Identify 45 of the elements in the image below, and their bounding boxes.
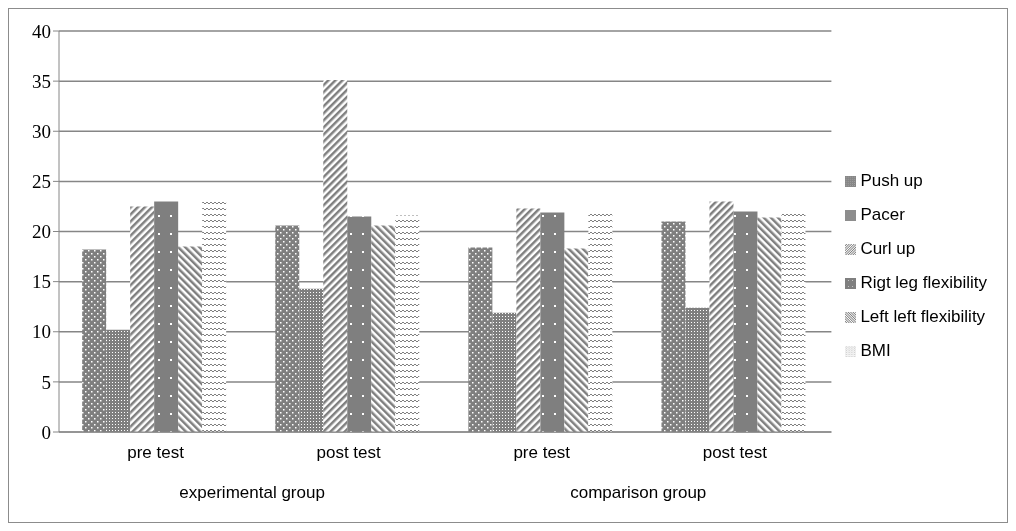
- bar: [275, 225, 300, 432]
- bar: [516, 208, 541, 432]
- bar: [130, 206, 155, 432]
- y-tick-label: 35: [32, 70, 51, 92]
- bar: [540, 212, 565, 432]
- y-tick-label: 0: [41, 421, 51, 443]
- y-tick-label: 10: [32, 321, 51, 343]
- bar: [685, 307, 710, 432]
- bar: [202, 201, 227, 432]
- legend-label: Curl up: [860, 238, 916, 258]
- bar: [371, 225, 396, 432]
- text: experimental group: [179, 483, 325, 502]
- legend-label: Rigt leg flexibility: [860, 272, 987, 292]
- legend-label: Pacer: [860, 204, 905, 224]
- bar: [733, 211, 758, 432]
- y-tick-label: 40: [32, 20, 51, 42]
- legend-label: BMI: [860, 340, 891, 360]
- x-tick-label: pre test: [513, 443, 571, 463]
- y-tick-label: 15: [32, 271, 51, 293]
- y-tick-label: 20: [32, 221, 51, 243]
- bar: [468, 247, 493, 432]
- y-tick-label: 30: [32, 120, 51, 142]
- x-tick-label: post test: [702, 443, 768, 463]
- bar: [154, 201, 179, 432]
- bar: [492, 312, 517, 432]
- bar: [757, 217, 782, 432]
- bar: [82, 249, 107, 432]
- bar: [178, 246, 203, 432]
- bar: [106, 329, 131, 432]
- bar: [564, 248, 589, 432]
- bar: [395, 215, 420, 432]
- bar: [299, 288, 324, 432]
- legend-label: Push up: [860, 170, 923, 190]
- text: comparison group: [570, 483, 707, 502]
- bar: [661, 221, 686, 432]
- y-tick-label: 25: [32, 171, 51, 193]
- y-tick-label: 5: [41, 371, 51, 393]
- bar: [588, 212, 613, 432]
- bar: [347, 216, 372, 432]
- bar: [323, 80, 348, 432]
- x-tick-label: pre test: [127, 443, 185, 463]
- legend-label: Left left flexibility: [860, 306, 986, 326]
- bar: [709, 201, 734, 432]
- x-tick-label: post test: [316, 443, 382, 463]
- bar: [781, 212, 806, 432]
